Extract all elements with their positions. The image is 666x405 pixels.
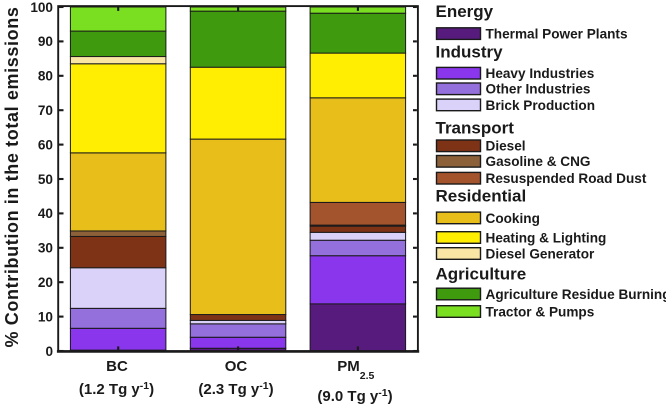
svg-text:100: 100 — [30, 0, 53, 15]
svg-text:Agriculture Residue Burning: Agriculture Residue Burning — [486, 287, 666, 302]
svg-text:80: 80 — [38, 69, 53, 84]
svg-text:50: 50 — [38, 172, 53, 187]
svg-text:Diesel: Diesel — [486, 139, 526, 154]
svg-text:(9.0 Tg y-1): (9.0 Tg y-1) — [317, 387, 392, 405]
svg-text:Tractor & Pumps: Tractor & Pumps — [486, 304, 595, 319]
svg-text:Heating & Lighting: Heating & Lighting — [486, 230, 607, 245]
svg-text:Agriculture: Agriculture — [436, 265, 527, 284]
svg-text:Gasoline & CNG: Gasoline & CNG — [486, 154, 591, 169]
svg-text:10: 10 — [38, 309, 53, 324]
svg-text:Heavy Industries: Heavy Industries — [486, 66, 595, 81]
svg-text:OC: OC — [225, 358, 248, 375]
svg-text:Energy: Energy — [436, 2, 494, 21]
svg-text:60: 60 — [38, 137, 53, 152]
svg-text:70: 70 — [38, 103, 53, 118]
svg-text:Resuspended Road Dust: Resuspended Road Dust — [486, 171, 647, 186]
svg-text:Thermal Power Plants: Thermal Power Plants — [486, 27, 628, 42]
svg-text:% Contribution in the total em: % Contribution in the total emissions — [2, 7, 22, 348]
svg-text:Transport: Transport — [436, 119, 515, 138]
svg-text:40: 40 — [38, 206, 53, 221]
svg-text:20: 20 — [38, 275, 53, 290]
svg-text:(1.2 Tg y-1): (1.2 Tg y-1) — [79, 380, 154, 398]
svg-text:0: 0 — [45, 344, 53, 359]
svg-text:90: 90 — [38, 34, 53, 49]
svg-text:Diesel Generator: Diesel Generator — [486, 246, 596, 261]
svg-text:Other Industries: Other Industries — [486, 82, 591, 97]
svg-text:Cooking: Cooking — [486, 211, 540, 226]
svg-text:30: 30 — [38, 241, 53, 256]
svg-text:Residential: Residential — [436, 186, 527, 205]
svg-text:BC: BC — [106, 358, 128, 375]
svg-text:(2.3 Tg y-1): (2.3 Tg y-1) — [198, 380, 273, 398]
svg-text:Industry: Industry — [436, 43, 504, 62]
svg-text:Brick Production: Brick Production — [486, 98, 596, 113]
